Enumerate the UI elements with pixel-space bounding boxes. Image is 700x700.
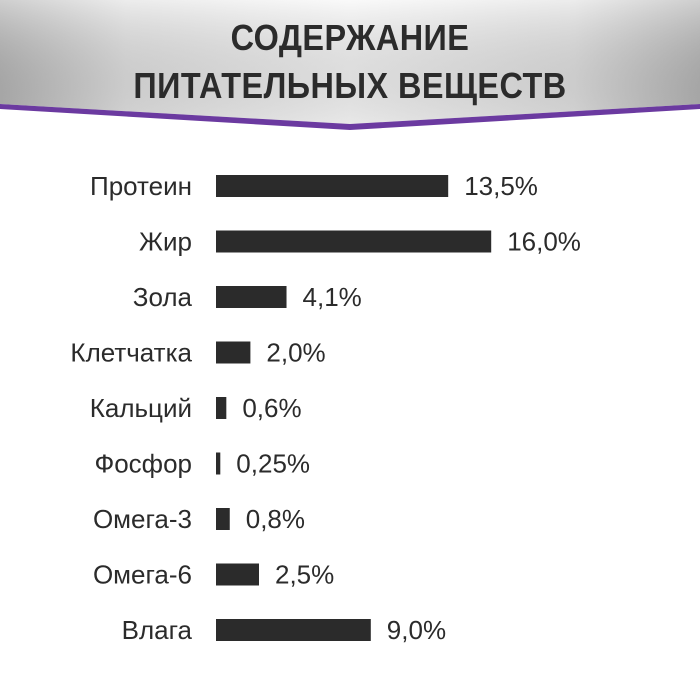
bar bbox=[216, 508, 230, 530]
bar bbox=[216, 619, 371, 641]
bar bbox=[216, 230, 492, 253]
bar bbox=[216, 397, 227, 419]
category-label: Омега-6 bbox=[93, 560, 192, 590]
page-title: СОДЕРЖАНИЕ ПИТАТЕЛЬНЫХ ВЕЩЕСТВ bbox=[0, 14, 700, 110]
value-label: 2,0% bbox=[266, 338, 325, 368]
bar bbox=[216, 175, 449, 197]
bar bbox=[216, 286, 287, 308]
category-label: Влага bbox=[122, 615, 193, 645]
category-label: Фосфор bbox=[94, 449, 192, 479]
banner-shade bbox=[0, 0, 700, 124]
value-label: 13,5% bbox=[464, 171, 538, 201]
banner-purple-accent bbox=[0, 104, 700, 130]
title-line-1: СОДЕРЖАНИЕ bbox=[230, 17, 470, 58]
category-label: Зола bbox=[133, 282, 193, 312]
category-label: Омега-3 bbox=[93, 504, 192, 534]
value-label: 0,6% bbox=[242, 393, 301, 423]
value-label: 16,0% bbox=[507, 227, 581, 257]
value-label: 0,8% bbox=[246, 504, 305, 534]
category-label: Кальций bbox=[90, 393, 192, 423]
value-label: 2,5% bbox=[275, 560, 334, 590]
value-label: 4,1% bbox=[303, 282, 362, 312]
bar bbox=[216, 341, 251, 364]
value-label: 0,25% bbox=[236, 449, 310, 479]
value-label: 9,0% bbox=[387, 615, 446, 645]
bar bbox=[216, 452, 221, 475]
title-line-2: ПИТАТЕЛЬНЫХ ВЕЩЕСТВ bbox=[133, 65, 567, 106]
category-label: Протеин bbox=[90, 171, 192, 201]
category-label: Клетчатка bbox=[70, 338, 192, 368]
header-banner bbox=[0, 0, 700, 130]
bar bbox=[216, 563, 259, 586]
category-label: Жир bbox=[139, 227, 192, 257]
